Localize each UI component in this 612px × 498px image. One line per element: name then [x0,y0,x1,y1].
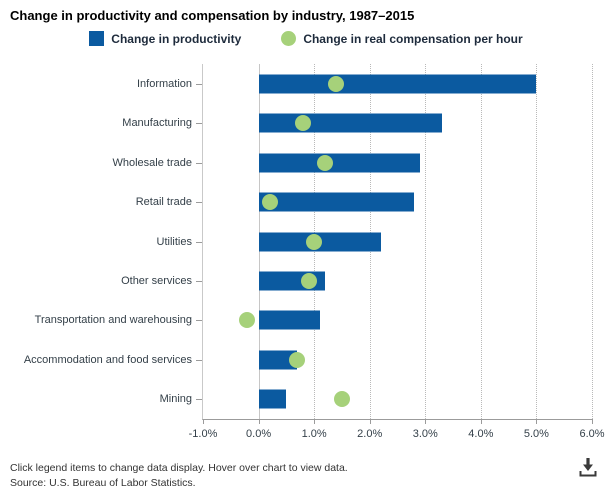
category-label: Accommodation and food services [23,353,192,366]
legend-label: Change in productivity [111,31,242,46]
footer-hint: Click legend items to change data displa… [10,462,348,474]
x-axis-label: 5.0% [523,428,549,440]
y-axis-tick [196,162,202,164]
compensation-dot[interactable] [328,75,345,92]
compensation-dot[interactable] [239,312,256,329]
category-label: Other services [121,274,192,287]
compensation-dot[interactable] [333,391,350,408]
productivity-bar[interactable] [258,74,537,94]
x-axis-tick [258,419,260,424]
x-axis-tick [314,419,316,424]
x-axis-tick [480,419,482,424]
x-axis-label: -1.0% [188,428,218,440]
category-label: Information [136,77,192,90]
compensation-swatch-icon [281,31,297,46]
gridline [592,64,593,419]
category-label: Wholesale trade [112,156,193,169]
productivity-bar[interactable] [258,113,442,133]
category-label: Mining [159,393,192,406]
plot-area: -1.0% 0.0% 1.0% 2.0% 3.0% 4.0% 5.0% 6.0% [189,64,605,440]
x-axis-label: 4.0% [468,428,494,440]
x-axis-tick [592,419,593,424]
y-axis-tick [196,280,202,282]
x-axis-label: 3.0% [412,428,438,440]
legend: Change in productivity Change in real co… [0,31,612,46]
x-axis-tick [536,419,538,424]
compensation-dot[interactable] [261,194,278,211]
x-axis-label: 0.0% [246,428,272,440]
category-label: Retail trade [135,196,192,209]
gridline [425,64,427,419]
gridline [536,64,538,419]
x-axis-tick [203,419,204,424]
category-label: Utilities [156,235,192,248]
compensation-dot[interactable] [295,115,312,132]
x-axis-label: 2.0% [357,428,383,440]
x-axis-tick [425,419,427,424]
footer-source: Source: U.S. Bureau of Labor Statistics. [10,476,196,489]
category-label: Manufacturing [122,117,192,130]
y-axis-tick [196,320,202,322]
download-icon [579,458,597,477]
legend-label: Change in real compensation per hour [303,31,523,46]
legend-item-compensation[interactable]: Change in real compensation per hour [281,31,523,46]
compensation-dot[interactable] [317,154,334,171]
y-axis-tick [196,123,202,125]
compensation-dot[interactable] [300,272,317,289]
productivity-bar[interactable] [258,350,298,370]
x-axis-label: 1.0% [301,428,327,440]
legend-item-productivity[interactable]: Change in productivity [89,31,241,46]
y-axis-tick [196,202,202,204]
x-axis-tick [369,419,371,424]
compensation-dot[interactable] [306,233,323,250]
gridline [480,64,482,419]
y-axis-tick [196,399,202,401]
download-button[interactable] [576,455,600,479]
y-axis-tick [196,241,202,243]
chart-area: -1.0% 0.0% 1.0% 2.0% 3.0% 4.0% 5.0% 6.0% Inform… [0,64,612,444]
footer: Click legend items to change data displa… [10,461,348,490]
productivity-swatch-icon [89,31,105,46]
compensation-dot[interactable] [289,351,306,368]
productivity-bar[interactable] [258,192,415,212]
productivity-bar[interactable] [258,389,287,409]
x-axis-label: 6.0% [579,428,605,440]
productivity-bar[interactable] [258,153,420,173]
y-axis-tick [196,359,202,361]
category-label: Transportation and warehousing [34,314,192,327]
productivity-bar[interactable] [258,310,320,330]
y-axis-tick [196,83,202,85]
chart-title: Change in productivity and compensation … [10,8,415,23]
